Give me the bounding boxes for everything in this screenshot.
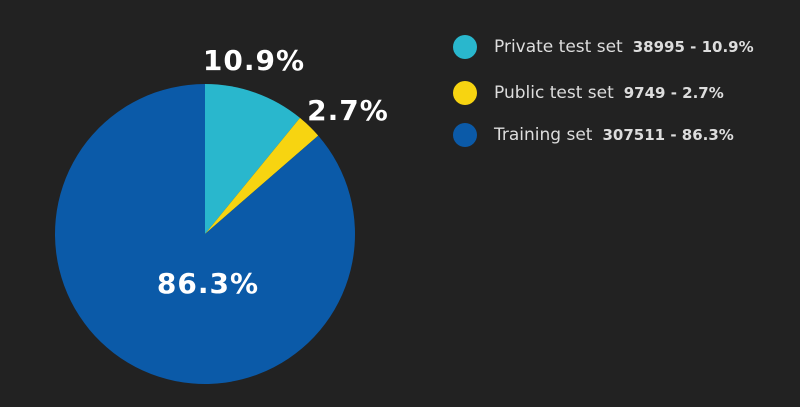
- legend-entry: Public test set 9749 - 2.7%: [494, 83, 724, 103]
- legend-swatch: [453, 35, 477, 59]
- pie-slice: [205, 84, 300, 234]
- slice-label: 2.7%: [307, 94, 389, 127]
- legend-name: Private test set: [494, 37, 623, 57]
- slice-label: 10.9%: [203, 44, 305, 77]
- legend-entry: Private test set 38995 - 10.9%: [494, 37, 754, 57]
- pie-slice: [205, 117, 319, 234]
- slice-label: 86.3%: [157, 267, 259, 300]
- legend-name: Public test set: [494, 83, 614, 103]
- legend-name: Training set: [493, 125, 593, 145]
- legend-detail: 38995 - 10.9%: [633, 38, 754, 56]
- legend-swatch: [453, 81, 477, 105]
- legend-detail: 9749 - 2.7%: [624, 84, 724, 102]
- legend-entry: Training set 307511 - 86.3%: [493, 125, 734, 145]
- legend-detail: 307511 - 86.3%: [602, 126, 733, 144]
- pie-slice: [55, 84, 356, 385]
- legend-swatch: [453, 123, 477, 147]
